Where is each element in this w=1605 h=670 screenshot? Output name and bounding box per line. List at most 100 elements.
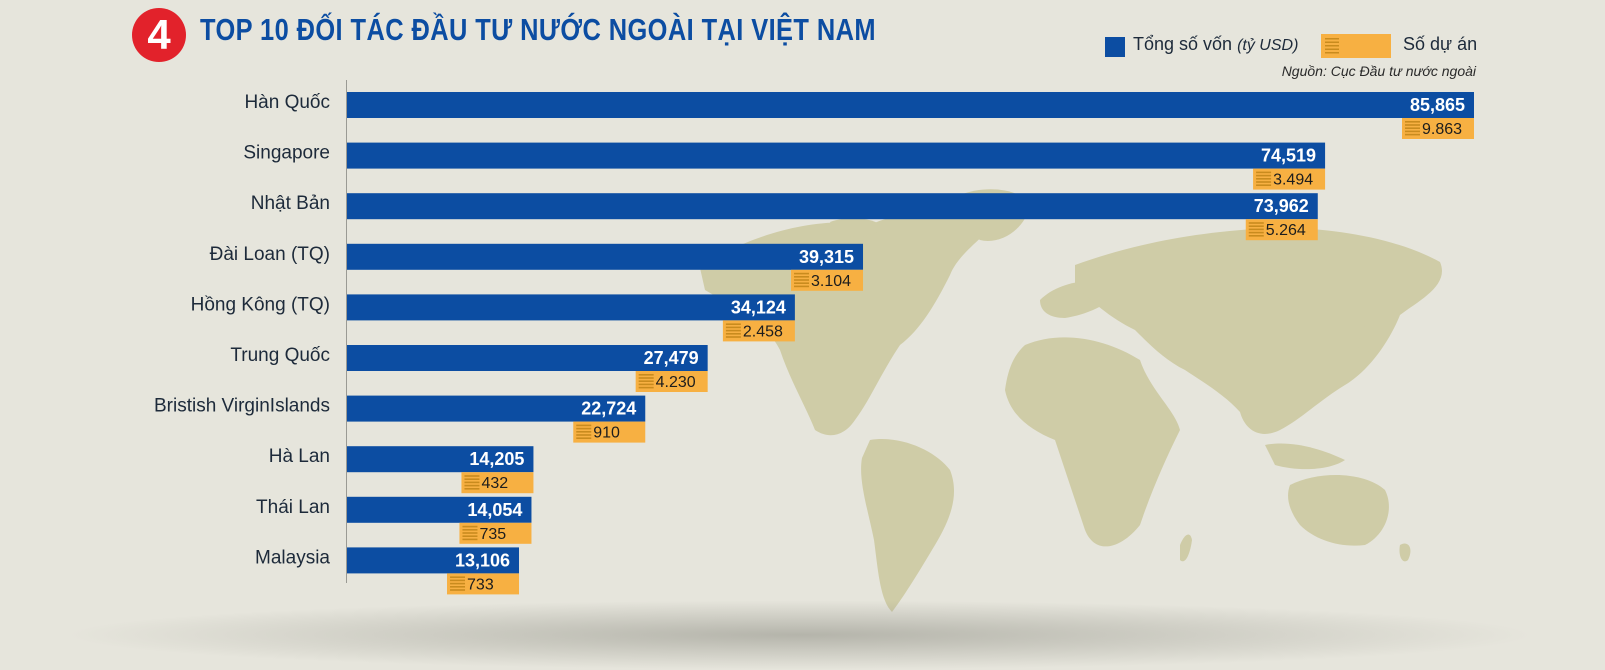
- document-icon-line: [576, 434, 592, 436]
- document-icon-line: [794, 279, 810, 281]
- document-icon-line: [1248, 222, 1264, 224]
- projects-value-label: 2.458: [743, 323, 783, 340]
- capital-value-label: 14,205: [469, 449, 524, 469]
- document-icon-line: [1248, 225, 1264, 227]
- category-label: Bristish VirginIslands: [154, 396, 330, 417]
- legend-capital-unit: (tỷ USD): [1237, 37, 1299, 54]
- source-note: Nguồn: Cục Đầu tư nước ngoài: [1281, 63, 1476, 79]
- category-label: Thái Lan: [256, 497, 330, 518]
- document-icon-line: [462, 532, 478, 534]
- projects-box: [459, 522, 532, 544]
- category-label: Singapore: [243, 143, 330, 164]
- legend-capital-label: Tổng số vốn (tỷ USD): [1133, 34, 1298, 55]
- document-icon-line: [1405, 121, 1420, 123]
- document-icon-line: [638, 377, 654, 379]
- projects-value-label: 432: [481, 475, 508, 492]
- chart-title: TOP 10 ĐỐI TÁC ĐẦU TƯ NƯỚC NGOÀI TẠI VIỆ…: [200, 12, 876, 47]
- capital-value-label: 27,479: [644, 348, 699, 368]
- document-icon-line: [576, 431, 592, 433]
- capital-bar: [347, 243, 864, 270]
- projects-value-label: 735: [479, 526, 506, 543]
- capital-value-label: 22,724: [581, 399, 636, 419]
- document-icon-line: [725, 329, 741, 332]
- capital-value-label: 74,519: [1261, 146, 1316, 166]
- category-label: Hà Lan: [269, 446, 330, 467]
- projects-value-label: 5.264: [1266, 222, 1306, 239]
- document-icon-line: [450, 586, 466, 588]
- projects-value-label: 3.494: [1273, 172, 1313, 189]
- document-icon-line: [462, 525, 478, 528]
- capital-bar: [347, 496, 532, 523]
- capital-bar: [347, 345, 708, 371]
- legend-capital-text: Tổng số vốn: [1133, 34, 1233, 54]
- document-icon-line: [462, 529, 478, 531]
- infographic: 4 TOP 10 ĐỐI TÁC ĐẦU TƯ NƯỚC NGOÀI TẠI V…: [60, 8, 1540, 670]
- projects-box: [722, 320, 795, 342]
- document-icon: [1325, 38, 1339, 54]
- document-icon-line: [464, 478, 480, 480]
- projects-value-label: 910: [593, 425, 620, 442]
- projects-box: [635, 371, 708, 392]
- document-icon-line: [450, 576, 466, 578]
- bar-chart: Hàn Quốc 85,865 9.863 Singapore 74,519 3.494 N…: [154, 92, 1474, 595]
- capital-value-label: 34,124: [731, 297, 786, 317]
- document-icon-line: [576, 437, 592, 439]
- capital-value-label: 14,054: [467, 500, 522, 520]
- document-icon-line: [462, 535, 478, 537]
- document-icon-line: [794, 272, 810, 275]
- projects-value-label: 4.230: [656, 374, 696, 391]
- document-icon-line: [450, 579, 466, 582]
- document-icon-line: [725, 336, 741, 338]
- document-icon-line: [1405, 130, 1420, 133]
- capital-bar: [347, 193, 1318, 220]
- projects-box: [573, 421, 646, 443]
- document-icon-line: [1248, 228, 1264, 231]
- document-icon-line: [1405, 127, 1420, 129]
- legend-capital-swatch: [1105, 37, 1125, 57]
- category-label: Hàn Quốc: [244, 92, 330, 113]
- category-label: Đài Loan (TQ): [210, 244, 330, 265]
- document-icon-line: [464, 481, 480, 484]
- capital-value-label: 85,865: [1410, 95, 1465, 115]
- category-label: Malaysia: [255, 547, 330, 568]
- document-icon-line: [725, 326, 741, 329]
- projects-value-label: 3.104: [811, 273, 851, 290]
- document-icon-line: [464, 475, 480, 477]
- document-icon-line: [450, 582, 466, 585]
- document-icon-line: [1256, 171, 1272, 174]
- projects-box: [461, 472, 534, 494]
- document-icon-line: [1248, 231, 1264, 234]
- capital-bar: [347, 142, 1326, 169]
- document-icon-line: [638, 374, 654, 376]
- projects-value-label: 9.863: [1422, 121, 1462, 138]
- capital-value-label: 39,315: [799, 247, 854, 267]
- document-icon-line: [794, 282, 810, 284]
- y-axis-line: [346, 80, 347, 583]
- legend-projects-label: Số dự án: [1403, 34, 1478, 54]
- document-icon-line: [576, 427, 592, 430]
- capital-bar: [347, 547, 520, 574]
- document-icon-line: [638, 383, 654, 386]
- projects-value-label: 733: [467, 576, 494, 593]
- capital-bar: [347, 395, 646, 422]
- capital-value-label: 73,962: [1254, 196, 1309, 216]
- document-icon-line: [450, 589, 466, 591]
- document-icon-line: [794, 276, 810, 278]
- document-icon-line: [1248, 235, 1264, 237]
- category-label: Hồng Kông (TQ): [191, 294, 330, 315]
- document-icon-line: [1256, 184, 1272, 186]
- projects-box: [1253, 168, 1326, 190]
- document-icon-line: [725, 323, 741, 325]
- document-icon-line: [464, 484, 480, 487]
- document-icon-line: [1256, 178, 1272, 180]
- capital-value-label: 13,106: [455, 550, 510, 570]
- category-label: Nhật Bản: [251, 193, 330, 214]
- document-icon-line: [462, 538, 478, 541]
- document-icon-line: [1405, 124, 1420, 126]
- projects-box: [791, 269, 864, 291]
- document-icon-line: [576, 424, 592, 427]
- capital-bar: [347, 294, 795, 321]
- category-label: Trung Quốc: [230, 345, 330, 366]
- document-icon-line: [638, 380, 654, 382]
- document-icon-line: [464, 488, 480, 490]
